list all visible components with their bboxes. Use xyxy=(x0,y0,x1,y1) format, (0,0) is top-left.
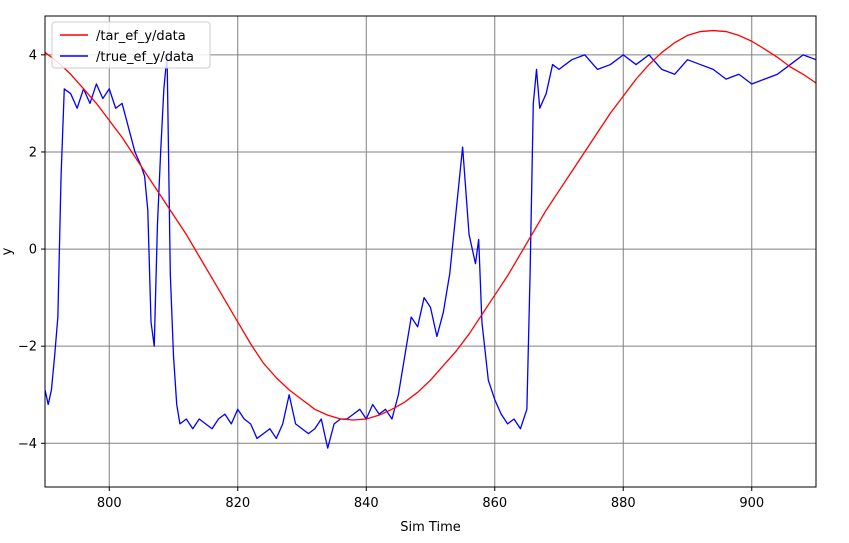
legend-label-tar: /tar_ef_y/data xyxy=(96,29,186,44)
legend: /tar_ef_y/data /true_ef_y/data xyxy=(51,21,211,69)
x-tick-label: 860 xyxy=(482,496,507,511)
y-axis-label: y xyxy=(0,247,15,255)
series-layer xyxy=(45,29,816,449)
x-axis-label: Sim Time xyxy=(400,520,460,535)
series-line-tar-ef-y xyxy=(45,29,816,421)
legend-label-true: /true_ef_y/data xyxy=(96,50,194,65)
y-tick-label: 2 xyxy=(29,145,37,160)
y-tick-label: −2 xyxy=(18,340,37,355)
y-axis-ticks: −4 −2 0 2 4 xyxy=(18,48,45,452)
x-tick-label: 800 xyxy=(97,496,122,511)
x-tick-label: 880 xyxy=(611,496,636,511)
x-tick-label: 820 xyxy=(225,496,250,511)
legend-box xyxy=(51,21,211,69)
x-tick-label: 900 xyxy=(739,496,764,511)
plot-frame xyxy=(44,15,817,488)
x-axis-ticks: 800 820 840 860 880 900 xyxy=(97,487,764,511)
x-tick-label: 840 xyxy=(354,496,379,511)
plot-area xyxy=(45,16,816,487)
y-tick-label: 4 xyxy=(29,48,37,63)
y-tick-label: 0 xyxy=(29,243,37,258)
series-line-true-ef-y xyxy=(45,54,816,449)
y-tick-label: −4 xyxy=(18,437,37,452)
